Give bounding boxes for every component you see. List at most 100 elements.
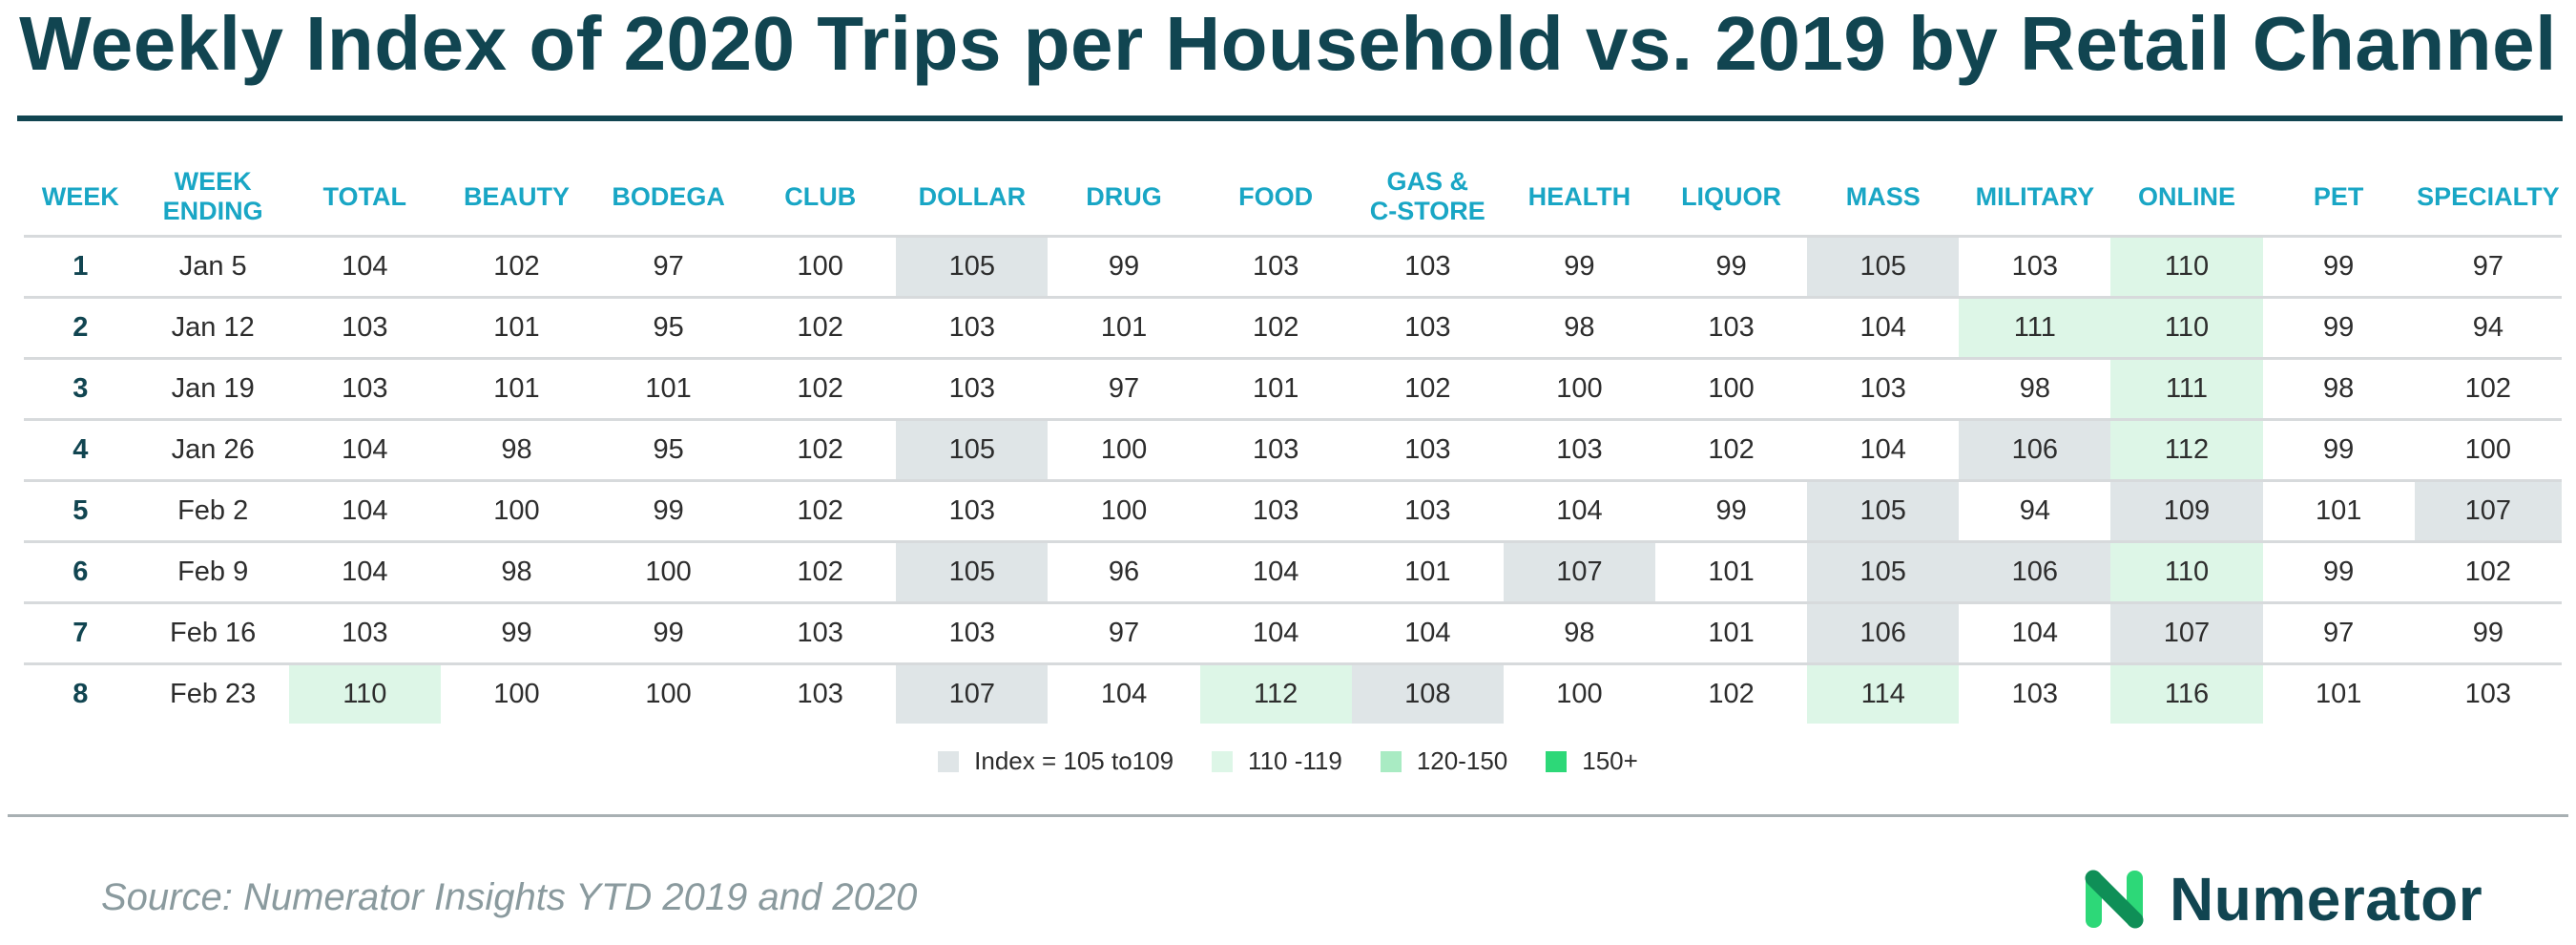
index-cell-specialty: 97	[2414, 235, 2562, 298]
index-cell-beauty: 98	[440, 418, 593, 481]
index-cell-pet: 99	[2262, 418, 2415, 481]
week-number-cell: 1	[24, 235, 137, 298]
index-cell-specialty: 99	[2414, 601, 2562, 664]
index-cell-club: 100	[744, 235, 897, 298]
source-note: Source: Numerator Insights YTD 2019 and …	[101, 876, 918, 918]
index-cell-drug: 100	[1048, 418, 1200, 481]
table-row: 1 Jan 5 104 102 97 100 105 99 103 103 99 99 105 103 11…	[24, 235, 2562, 298]
index-cell-gas-c-store: 103	[1351, 479, 1504, 542]
column-header-drug: DRUG	[1086, 181, 1162, 211]
index-cell-club: 103	[744, 601, 897, 664]
index-cell-liquor: 100	[1655, 357, 1808, 420]
index-cell-gas-c-store: 103	[1351, 296, 1504, 359]
column-header-week: WEEK	[41, 181, 119, 211]
index-cell-online: 112	[2110, 418, 2263, 481]
index-cell-health: 100	[1503, 662, 1655, 724]
index-cell-bodega: 99	[592, 479, 745, 542]
index-cell-food: 103	[1199, 235, 1352, 298]
index-cell-mass: 105	[1807, 235, 1960, 298]
index-cell-online: 107	[2110, 601, 2263, 664]
index-cell-club: 102	[744, 540, 897, 603]
index-cell-mass: 114	[1807, 662, 1960, 724]
column-header-military: MILITARY	[1975, 181, 2095, 211]
index-cell-beauty: 100	[440, 662, 593, 724]
table-row: 2 Jan 12 103 101 95 102 103 101 102 103 98 103 104 11…	[24, 296, 2562, 359]
index-cell-online: 111	[2110, 357, 2263, 420]
index-cell-bodega: 100	[592, 540, 745, 603]
index-cell-military: 98	[1959, 357, 2111, 420]
index-cell-total: 103	[288, 357, 441, 420]
index-cell-bodega: 100	[592, 662, 745, 724]
index-cell-online: 110	[2110, 540, 2263, 603]
index-cell-online: 110	[2110, 296, 2263, 359]
index-cell-club: 102	[744, 418, 897, 481]
index-cell-dollar: 105	[896, 540, 1049, 603]
index-cell-pet: 97	[2262, 601, 2415, 664]
week-number-cell: 8	[24, 662, 137, 724]
index-cell-drug: 96	[1048, 540, 1200, 603]
index-cell-health: 107	[1503, 540, 1655, 603]
column-header-pet: PET	[2313, 181, 2364, 211]
index-cell-total: 103	[288, 601, 441, 664]
index-cell-health: 99	[1503, 235, 1655, 298]
index-cell-drug: 100	[1048, 479, 1200, 542]
numerator-logo: Numerator	[2080, 864, 2483, 934]
week-ending-cell: Jan 19	[136, 357, 289, 420]
week-number-cell: 5	[24, 479, 137, 542]
column-header-mass: MASS	[1845, 181, 1921, 211]
index-cell-pet: 99	[2262, 296, 2415, 359]
week-number-cell: 7	[24, 601, 137, 664]
legend-swatch	[1546, 750, 1568, 772]
index-cell-gas-c-store: 108	[1351, 662, 1504, 724]
index-cell-pet: 101	[2262, 662, 2415, 724]
index-cell-food: 101	[1199, 357, 1352, 420]
index-cell-dollar: 103	[896, 296, 1049, 359]
index-cell-health: 104	[1503, 479, 1655, 542]
index-cell-liquor: 103	[1655, 296, 1808, 359]
index-cell-liquor: 99	[1655, 235, 1808, 298]
index-cell-liquor: 101	[1655, 601, 1808, 664]
index-cell-total: 104	[288, 235, 441, 298]
column-header-total: TOTAL	[322, 181, 407, 211]
index-cell-liquor: 101	[1655, 540, 1808, 603]
index-cell-total: 104	[288, 479, 441, 542]
week-ending-cell: Jan 5	[136, 235, 289, 298]
index-cell-military: 106	[1959, 540, 2111, 603]
index-cell-food: 112	[1199, 662, 1352, 724]
week-number-cell: 4	[24, 418, 137, 481]
index-cell-pet: 99	[2262, 540, 2415, 603]
index-cell-dollar: 107	[896, 662, 1049, 724]
index-cell-club: 102	[744, 357, 897, 420]
index-cell-club: 103	[744, 662, 897, 724]
index-cell-drug: 97	[1048, 357, 1200, 420]
index-cell-health: 98	[1503, 601, 1655, 664]
index-cell-liquor: 102	[1655, 418, 1808, 481]
index-cell-specialty: 107	[2414, 479, 2562, 542]
index-cell-pet: 99	[2262, 235, 2415, 298]
legend-item: 120-150	[1380, 746, 1508, 776]
index-cell-food: 103	[1199, 479, 1352, 542]
legend-label: 150+	[1582, 746, 1638, 775]
index-cell-liquor: 102	[1655, 662, 1808, 724]
index-cell-bodega: 95	[592, 296, 745, 359]
index-cell-health: 103	[1503, 418, 1655, 481]
legend-label: 120-150	[1416, 746, 1508, 775]
week-ending-cell: Feb 16	[136, 601, 289, 664]
index-table: WEEK WEEK ENDING TOTAL BEAUTY BODEGA CLUB DOLLA…	[24, 158, 2562, 724]
index-cell-mass: 104	[1807, 418, 1960, 481]
index-cell-specialty: 100	[2414, 418, 2562, 481]
column-header-health: HEALTH	[1527, 181, 1631, 211]
table-row: 4 Jan 26 104 98 95 102 105 100 103 103 103 102 104 10…	[24, 418, 2562, 481]
index-cell-drug: 104	[1048, 662, 1200, 724]
week-ending-cell: Feb 9	[136, 540, 289, 603]
index-cell-food: 102	[1199, 296, 1352, 359]
index-cell-specialty: 94	[2414, 296, 2562, 359]
index-cell-food: 104	[1199, 601, 1352, 664]
chart-title: Weekly Index of 2020 Trips per Household…	[19, 1, 2557, 86]
index-cell-mass: 103	[1807, 357, 1960, 420]
index-cell-mass: 104	[1807, 296, 1960, 359]
index-cell-total: 110	[288, 662, 441, 724]
week-ending-cell: Feb 2	[136, 479, 289, 542]
index-cell-pet: 101	[2262, 479, 2415, 542]
table-row: 8 Feb 23 110 100 100 103 107 104 112 108 100 102 114…	[24, 662, 2562, 724]
